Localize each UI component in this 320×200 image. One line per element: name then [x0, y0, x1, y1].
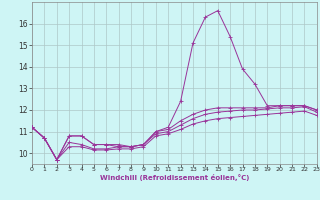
- X-axis label: Windchill (Refroidissement éolien,°C): Windchill (Refroidissement éolien,°C): [100, 174, 249, 181]
